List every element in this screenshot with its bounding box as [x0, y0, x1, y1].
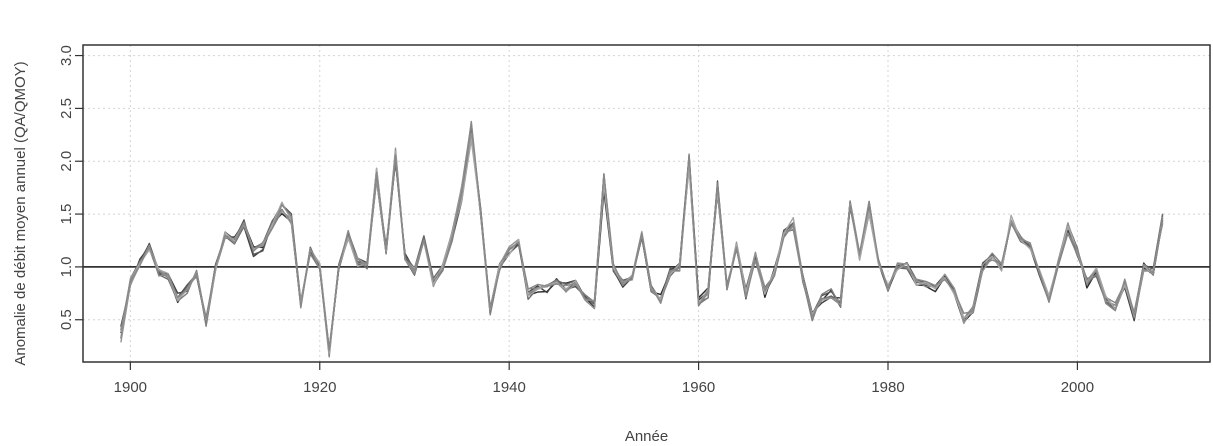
x-tick-label: 1920 — [303, 379, 336, 396]
y-tick-label: 2.0 — [58, 151, 75, 172]
x-tick-label: 1900 — [114, 379, 147, 396]
grid-lines — [83, 45, 1210, 362]
y-tick-label: 3.0 — [58, 45, 75, 66]
y-tick-label: 1.0 — [58, 256, 75, 277]
axes: 1900 1920 1940 1960 1980 2000 0.5 1.0 1.5 2.0 2.5 3… — [58, 45, 1094, 396]
y-tick-label: 0.5 — [58, 309, 75, 330]
x-tick-label: 1980 — [871, 379, 904, 396]
x-tick-label: 1940 — [492, 379, 525, 396]
x-axis-label: Année — [625, 428, 668, 445]
series-line-8 — [120, 120, 1164, 351]
data-series — [120, 120, 1164, 358]
y-axis-label: Anomalie de débit moyen annuel (QA/QMOY) — [12, 61, 29, 365]
x-tick-label: 1960 — [682, 379, 715, 396]
x-tick-label: 2000 — [1061, 379, 1094, 396]
y-tick-label: 2.5 — [58, 98, 75, 119]
y-tick-label: 1.5 — [58, 204, 75, 225]
plot-frame — [82, 44, 1211, 363]
